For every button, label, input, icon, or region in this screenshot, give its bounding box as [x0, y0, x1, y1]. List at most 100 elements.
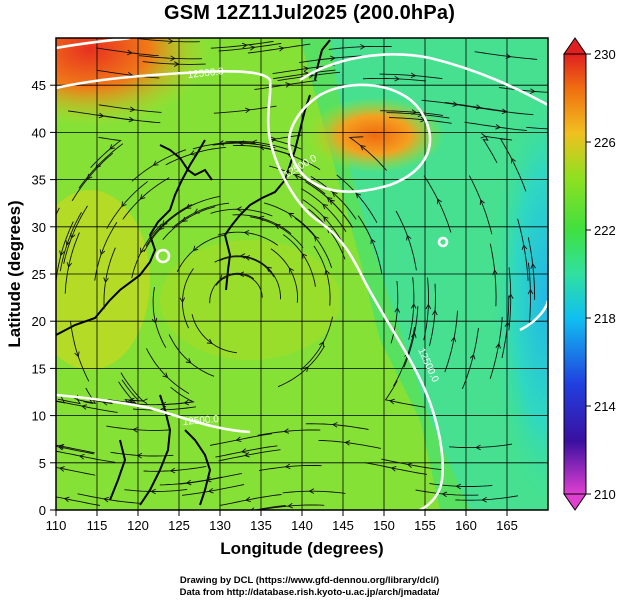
y-tick-label: 5: [39, 456, 46, 471]
streamline-arrow: [57, 444, 64, 451]
streamline: [257, 429, 321, 436]
streamline-arrow: [479, 199, 485, 206]
colorbar-tick-label: 230: [594, 47, 616, 62]
streamline-arrow: [406, 462, 413, 468]
streamline: [213, 105, 277, 114]
streamline-arrow: [410, 72, 417, 79]
x-tick-label: 115: [87, 518, 108, 533]
y-tick-label: 30: [32, 220, 46, 235]
streamline: [131, 149, 187, 182]
streamline-arrow: [244, 255, 251, 261]
streamline: [78, 143, 124, 189]
streamline-arrow: [170, 55, 176, 62]
streamline: [209, 433, 272, 446]
streamline-arrow: [475, 104, 482, 110]
streamline-arrow: [251, 139, 258, 146]
streamline: [444, 102, 508, 112]
contour-label: 12500.0: [187, 66, 225, 81]
streamline-arrow: [109, 144, 115, 150]
streamline-arrow: [128, 116, 135, 123]
streamline: [56, 450, 116, 463]
y-axis-ticks: 0 5 10 15 20 25 30 35 40 45: [32, 78, 56, 518]
streamline: [164, 195, 221, 225]
streamline-arrow: [331, 191, 338, 198]
contour-label: 12500.0: [182, 414, 219, 428]
streamline-arrow: [441, 491, 448, 498]
streamline: [258, 465, 322, 472]
streamline: [138, 55, 202, 60]
y-tick-label: 35: [32, 173, 46, 188]
streamline: [328, 45, 392, 50]
streamline-arrow: [308, 488, 315, 494]
streamline-arrow: [173, 61, 180, 67]
y-tick-label: 40: [32, 125, 46, 140]
streamline: [393, 326, 416, 387]
streamline: [247, 43, 311, 54]
streamline-arrow: [235, 436, 242, 443]
streamline-arrow: [95, 162, 101, 169]
streamline: [489, 243, 497, 307]
streamline: [152, 287, 167, 348]
streamline-arrow: [330, 55, 336, 62]
streamline-arrow: [169, 467, 176, 474]
streamline-arrow: [495, 124, 502, 130]
x-tick-label: 125: [168, 518, 190, 533]
streamline: [131, 223, 163, 279]
streamline: [362, 77, 426, 82]
streamline-arrow: [266, 266, 272, 272]
streamline: [261, 504, 325, 510]
streamline: [384, 380, 426, 408]
streamline-arrow: [103, 277, 109, 284]
streamline-arrow: [74, 351, 80, 358]
streamline-arrow: [324, 269, 330, 276]
streamline: [96, 69, 160, 79]
x-tick-label: 165: [496, 518, 518, 533]
colorbar-bottom-arrow: [563, 493, 587, 511]
streamline-arrow: [244, 107, 251, 114]
streamline: [252, 505, 286, 510]
colorbar-tick-label: 210: [594, 487, 616, 502]
streamline: [283, 234, 316, 287]
streamline: [305, 181, 352, 225]
streamline-arrow: [250, 507, 255, 510]
streamline: [219, 494, 282, 506]
streamline-arrow: [370, 238, 376, 245]
streamline-arrow: [245, 496, 251, 503]
credits: Drawing by DCL (https://www.gfd-dennou.o…: [0, 575, 619, 599]
streamline-arrow: [239, 253, 246, 259]
streamline: [263, 202, 317, 238]
streamline-arrow: [179, 297, 186, 304]
streamline-arrow: [529, 88, 536, 94]
streamline: [482, 135, 513, 164]
streamline: [106, 181, 148, 229]
streamline-arrow: [189, 150, 196, 156]
streamline-arrow: [480, 133, 487, 139]
streamline: [254, 80, 317, 90]
streamline: [191, 314, 237, 354]
streamline-arrow: [303, 366, 309, 373]
streamline: [428, 283, 436, 347]
streamline-arrow: [136, 452, 143, 459]
streamline: [527, 262, 531, 326]
streamline: [63, 205, 88, 264]
streamline: [225, 140, 288, 150]
streamline: [336, 174, 378, 223]
colorbar-scale: [563, 53, 587, 495]
streamline: [94, 221, 118, 281]
streamline-arrow: [132, 427, 138, 433]
streamline: [273, 69, 336, 80]
streamline: [124, 488, 188, 492]
streamline: [489, 316, 503, 379]
streamline: [313, 245, 331, 306]
streamline-arrow: [278, 45, 285, 52]
streamline-arrow: [206, 338, 213, 344]
streamline-arrow: [288, 267, 295, 274]
streamline-arrow: [59, 466, 65, 472]
streamline: [461, 327, 479, 389]
streamline-arrow: [287, 502, 293, 509]
streamline: [270, 248, 298, 303]
streamline-arrow: [475, 444, 481, 451]
streamline-arrow: [219, 274, 226, 281]
streamline: [232, 214, 292, 235]
streamline-arrow: [355, 192, 362, 199]
